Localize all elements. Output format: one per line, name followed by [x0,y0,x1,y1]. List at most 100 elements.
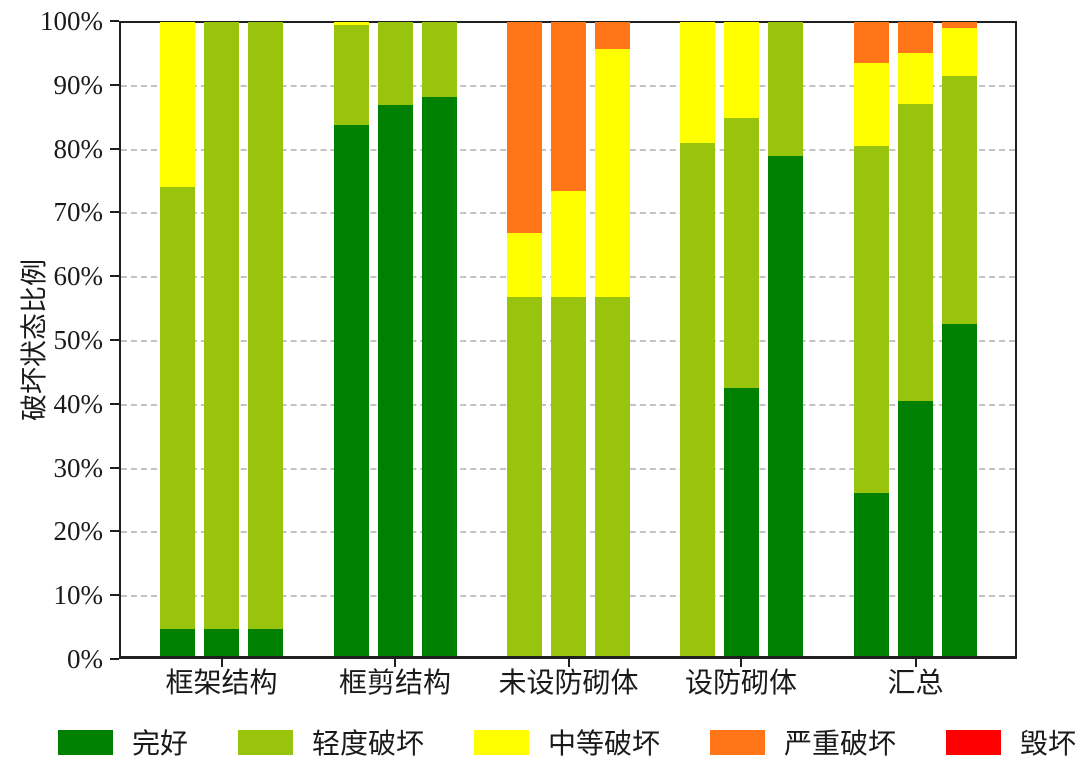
bar-c5-2 [898,22,933,656]
bar-segment-slight-damage [595,296,630,656]
x-tick-mark-5 [914,659,917,667]
bar-segment-moderate-damage [898,53,933,105]
bar-segment-moderate-damage [333,22,369,26]
bar-segment-moderate-damage [507,233,542,297]
bar-segment-slight-damage [507,296,542,656]
x-tick-mark-3 [567,659,570,667]
legend: 完好 轻度破坏 中等破坏 严重破坏 毁坏 [58,716,1076,768]
y-tick-label-70: 70% [53,197,104,228]
legend-item-destroyed: 毁坏 [945,722,1076,762]
bar-segment-severe-damage [942,22,977,29]
bar-segment-slight-damage [942,75,977,324]
legend-swatch-destroyed [945,729,1001,755]
y-tick-mark-40 [110,402,119,405]
bar-c5-1 [854,22,889,656]
legend-label-severe-damage: 严重破坏 [783,729,896,760]
x-tick-mark-2 [394,659,396,667]
bar-segment-slight-damage [248,22,283,629]
bar-segment-moderate-damage [595,48,630,297]
bar-segment-intact [377,105,413,656]
bar-segment-slight-damage [679,143,715,656]
y-tick-mark-90 [110,83,119,86]
bar-segment-severe-damage [507,22,542,234]
legend-item-severe-damage: 严重破坏 [709,722,896,762]
bar-segment-moderate-damage [679,22,715,144]
x-tick-label-2: 框剪结构 [338,668,451,699]
bar-c4-3 [767,22,803,656]
bar-c1-2 [204,22,239,656]
x-tick-label-4: 设防砌体 [684,668,797,699]
bar-segment-moderate-damage [723,22,759,118]
bar-c1-1 [160,22,195,656]
bar-segment-slight-damage [767,22,803,156]
y-tick-mark-80 [110,147,119,150]
x-tick-label-3: 未设防砌体 [498,668,639,699]
y-tick-mark-30 [110,466,119,469]
bar-segment-slight-damage [160,186,195,629]
bar-c5-3 [942,22,977,656]
bar-segment-severe-damage [854,22,889,63]
bar-segment-moderate-damage [160,22,195,187]
plot-area [119,21,1017,659]
bar-c2-2 [377,22,413,656]
legend-item-slight-damage: 轻度破坏 [237,722,424,762]
bar-segment-severe-damage [595,22,630,49]
bar-segment-moderate-damage [551,191,586,297]
bar-segment-slight-damage [377,22,413,106]
y-tick-mark-10 [110,594,119,597]
legend-label-slight-damage: 轻度破坏 [311,729,424,760]
bar-segment-intact [767,155,803,656]
legend-swatch-intact [58,729,113,755]
bar-segment-intact [248,628,283,656]
bar-segment-intact [942,323,977,656]
y-tick-label-80: 80% [53,133,104,164]
x-tick-label-5: 汇总 [887,668,944,699]
x-tick-mark-1 [220,659,223,667]
bar-segment-intact [333,125,369,656]
bar-c4-1 [679,22,715,656]
y-tick-label-90: 90% [53,69,104,100]
bar-segment-intact [204,628,239,656]
bar-segment-slight-damage [551,296,586,656]
bar-segment-intact [421,97,457,656]
y-tick-mark-60 [110,275,119,278]
y-tick-label-40: 40% [53,388,104,419]
bar-segment-intact [723,387,759,656]
y-tick-label-60: 60% [53,261,104,292]
bar-segment-intact [160,628,195,656]
y-tick-label-50: 50% [53,325,104,355]
legend-item-intact: 完好 [58,722,188,762]
legend-swatch-moderate-damage [473,729,529,755]
bar-c1-3 [248,22,283,656]
y-tick-label-10: 10% [53,580,104,611]
legend-swatch-slight-damage [237,729,293,755]
bar-segment-slight-damage [898,104,933,402]
y-tick-label-20: 20% [53,516,104,547]
bar-segment-slight-damage [854,146,889,494]
bar-segment-severe-damage [898,22,933,54]
bar-segment-intact [898,401,933,656]
x-tick-mark-4 [740,659,742,667]
bar-c3-1 [507,22,542,656]
y-tick-label-30: 30% [53,452,104,483]
bar-segment-moderate-damage [942,28,977,76]
y-tick-mark-70 [110,211,119,214]
bar-segment-slight-damage [333,25,369,126]
y-tick-mark-100 [110,20,119,22]
bar-c2-1 [333,22,369,656]
bar-c4-2 [723,22,759,656]
legend-item-moderate-damage: 中等破坏 [473,722,660,762]
legend-label-moderate-damage: 中等破坏 [547,729,660,760]
y-tick-mark-0 [110,658,119,660]
y-tick-mark-20 [110,530,119,533]
y-tick-label-0: 0% [67,644,103,674]
bar-c3-3 [595,22,630,656]
bar-segment-intact [854,493,889,656]
bar-segment-slight-damage [421,22,457,98]
legend-swatch-severe-damage [709,729,765,755]
legend-label-intact: 完好 [132,729,189,760]
legend-label-destroyed: 毁坏 [1019,729,1076,760]
bar-c3-2 [551,22,586,656]
bar-segment-slight-damage [204,22,239,629]
